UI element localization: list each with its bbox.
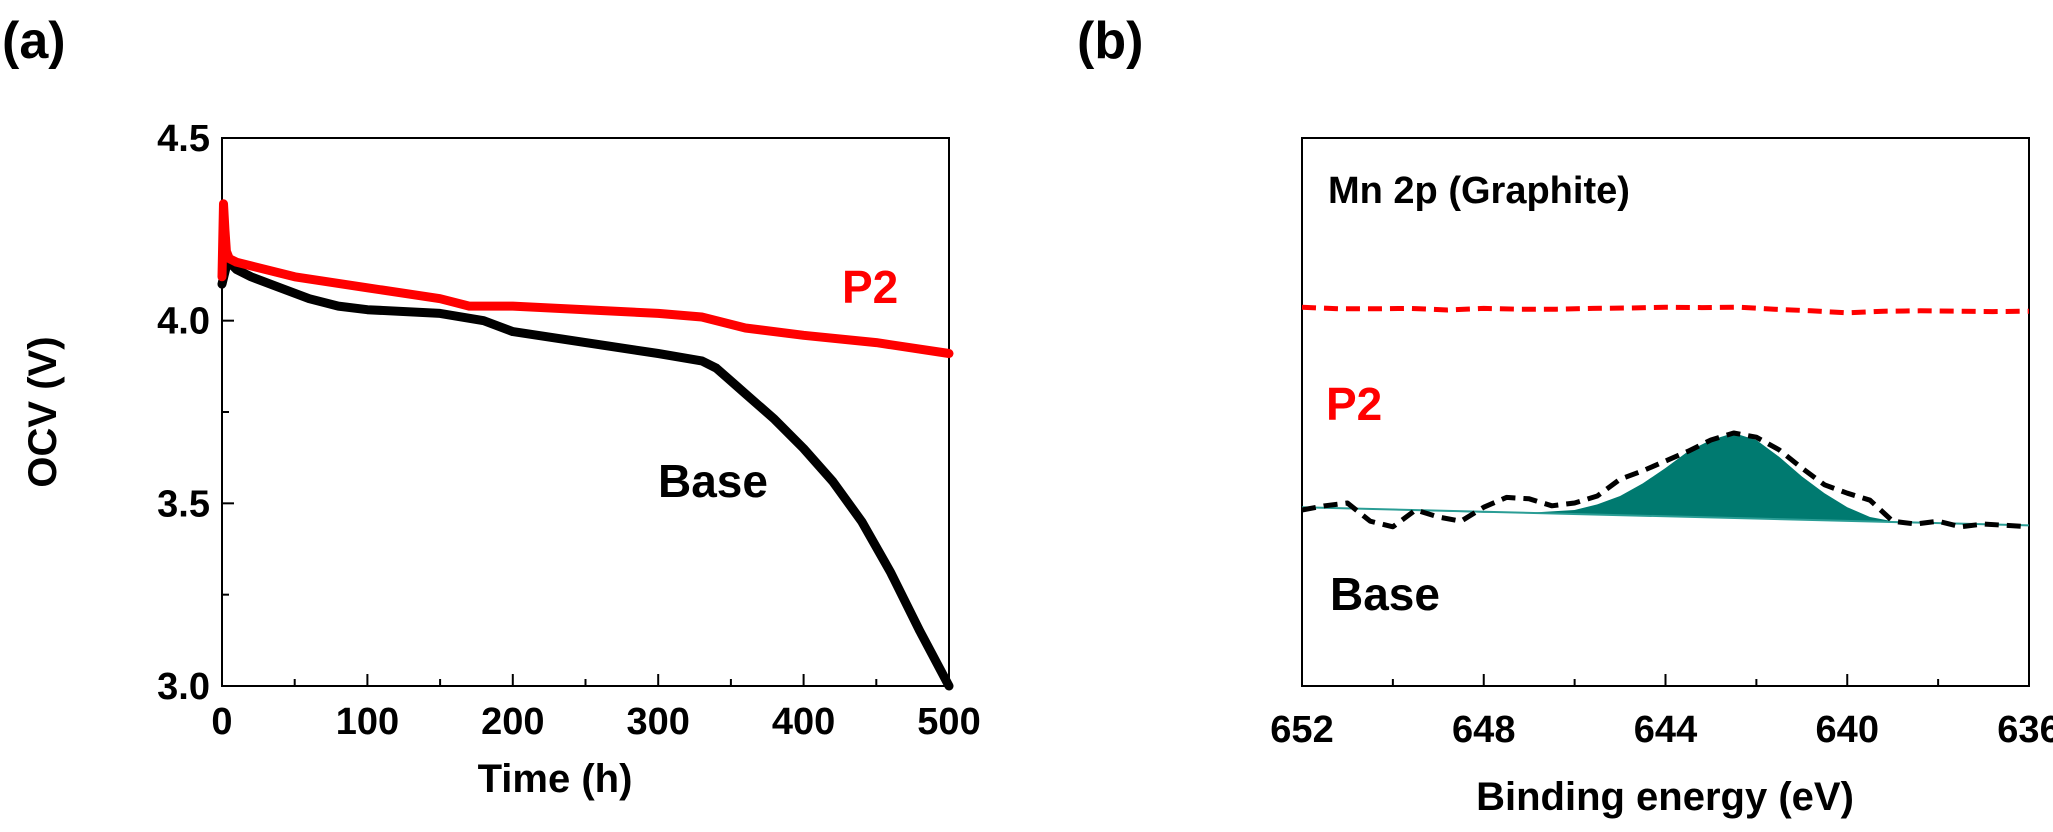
series-group-a bbox=[217, 199, 954, 691]
x-axis-title-b: Binding energy (eV) bbox=[1476, 775, 1854, 819]
spectrum-title-b: Mn 2p (Graphite) bbox=[1328, 170, 1630, 212]
series-line-p2-a bbox=[217, 199, 954, 358]
tick-marks-a bbox=[221, 137, 950, 687]
tick-marks-b bbox=[1301, 674, 2030, 686]
y-tick-label-a: 3.0 bbox=[157, 666, 210, 708]
y-tick-label-a: 4.5 bbox=[157, 118, 210, 160]
y-tick-labels-a: 3.0 3.5 4.0 4.5 bbox=[157, 118, 210, 708]
y-tick-label-a: 3.5 bbox=[157, 483, 210, 525]
plot-frame-a bbox=[221, 137, 950, 687]
x-axis-title-a: Time (h) bbox=[478, 757, 633, 801]
x-tick-label-a: 400 bbox=[772, 701, 835, 743]
x-tick-label-a: 200 bbox=[481, 701, 544, 743]
x-tick-label-b: 648 bbox=[1452, 709, 1515, 751]
x-tick-labels-a: 0 100 200 300 400 500 bbox=[211, 701, 980, 743]
series-line-base-a bbox=[217, 257, 954, 691]
x-tick-label-b: 640 bbox=[1816, 709, 1879, 751]
panel-label-a: (a) bbox=[2, 12, 66, 70]
x-tick-label-a: 300 bbox=[626, 701, 689, 743]
series-label-base-a: Base bbox=[658, 455, 768, 507]
series-label-p2-a: P2 bbox=[842, 261, 898, 313]
fit-peak-area-b bbox=[1302, 433, 2029, 526]
x-tick-label-b: 652 bbox=[1270, 709, 1333, 751]
series-label-base-b: Base bbox=[1330, 568, 1440, 620]
x-tick-label-a: 500 bbox=[917, 701, 980, 743]
y-axis-title-a: OCV (V) bbox=[21, 336, 65, 487]
x-tick-label-b: 644 bbox=[1634, 709, 1697, 751]
y-tick-label-a: 4.0 bbox=[157, 301, 210, 343]
series-group-b bbox=[1301, 304, 2030, 530]
x-tick-labels-b: 652 648 644 640 636 bbox=[1270, 709, 2053, 751]
series-label-p2-b: P2 bbox=[1326, 378, 1382, 430]
series-line-base-b bbox=[1301, 430, 2030, 530]
series-line-p2-b bbox=[1301, 304, 2030, 316]
x-tick-label-a: 100 bbox=[336, 701, 399, 743]
x-tick-label-b: 636 bbox=[1997, 709, 2053, 751]
x-tick-label-a: 0 bbox=[211, 701, 232, 743]
panel-label-b: (b) bbox=[1077, 12, 1143, 70]
